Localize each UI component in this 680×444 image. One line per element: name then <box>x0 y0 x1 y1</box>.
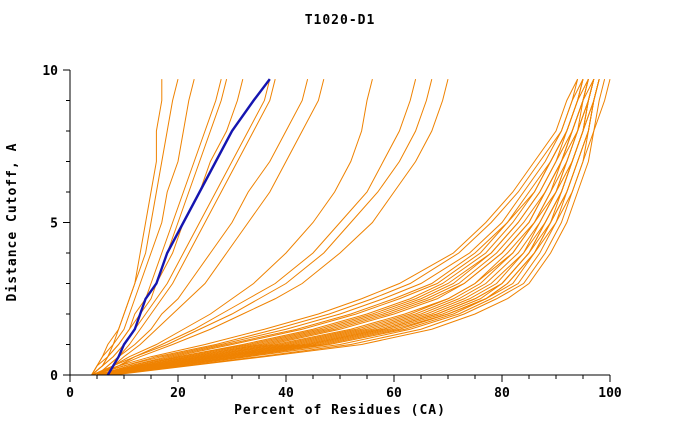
model-curve <box>113 79 611 376</box>
x-tick-label: 80 <box>494 386 510 401</box>
model-curve <box>102 79 600 376</box>
model-curve <box>91 79 222 376</box>
model-curve <box>91 79 579 376</box>
x-tick-label: 60 <box>386 386 402 401</box>
axes-layer: 0 20 40 60 80 100 0 5 10 <box>42 64 622 401</box>
model-curve <box>96 78 589 376</box>
x-tick-label: 40 <box>278 386 294 401</box>
model-curve <box>96 79 589 376</box>
model-curve <box>102 78 595 376</box>
model-curve <box>96 79 417 376</box>
model-curve <box>96 79 584 376</box>
y-tick-label: 10 <box>42 64 58 79</box>
x-tick-label: 100 <box>598 386 622 401</box>
x-tick-label: 20 <box>170 386 186 401</box>
highlight-curve <box>106 78 271 376</box>
y-tick-label: 0 <box>50 369 58 384</box>
model-curve <box>96 79 584 376</box>
model-curve <box>91 79 195 376</box>
model-curve <box>96 79 433 376</box>
curves-layer <box>91 78 611 376</box>
model-curve <box>107 79 606 376</box>
model-curve <box>91 79 163 376</box>
model-curve <box>102 79 595 376</box>
x-axis-label: Percent of Residues (CA) <box>234 403 446 418</box>
model-curve <box>91 79 244 376</box>
y-tick-label: 5 <box>50 217 58 232</box>
model-curve <box>91 78 579 376</box>
model-curve <box>96 79 449 376</box>
x-tick-label: 0 <box>66 386 74 401</box>
model-curve <box>96 79 276 376</box>
chart-title: T1020-D1 <box>305 13 376 28</box>
model-curve <box>96 79 325 376</box>
model-curve <box>91 79 373 376</box>
y-axis-label: Distance Cutoff, A <box>5 143 20 302</box>
model-curve <box>96 79 309 376</box>
model-curve <box>91 78 584 376</box>
model-curve <box>107 79 600 376</box>
model-curve <box>91 79 271 376</box>
model-curve <box>96 79 584 376</box>
model-curve <box>96 79 600 376</box>
